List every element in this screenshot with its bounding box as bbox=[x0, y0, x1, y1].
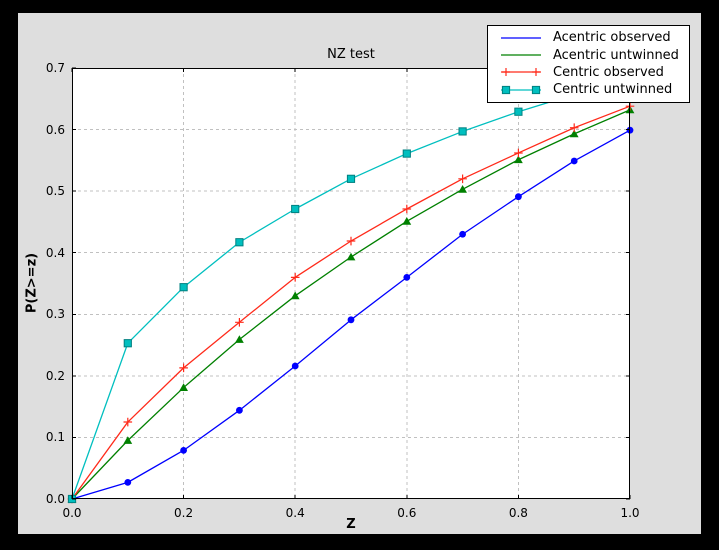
x-axis-label: Z bbox=[346, 517, 356, 532]
y-tick-label: 0.6 bbox=[45, 122, 65, 137]
x-tick-label: 0.0 bbox=[62, 506, 82, 520]
legend-line-sample bbox=[501, 85, 541, 94]
y-tick-label: 0.1 bbox=[45, 430, 65, 445]
legend-item: Centric observed bbox=[488, 64, 689, 81]
legend-line-sample bbox=[501, 54, 541, 56]
series-centric-observed bbox=[67, 101, 635, 504]
legend: Acentric observed Acentric untwinned Centr… bbox=[487, 25, 690, 103]
legend-line-sample bbox=[501, 68, 541, 77]
y-tick-label: 0.4 bbox=[45, 245, 65, 260]
axes-spines bbox=[71, 67, 631, 500]
series-acentric-observed bbox=[68, 126, 634, 503]
y-tick-label: 0.5 bbox=[45, 184, 65, 199]
x-tick-label: 0.8 bbox=[508, 506, 528, 520]
x-tick-label: 1.0 bbox=[620, 506, 640, 520]
legend-label: Acentric observed bbox=[553, 30, 671, 46]
tick-marks bbox=[71, 67, 631, 500]
legend-label: Acentric untwinned bbox=[553, 47, 679, 63]
plot-area bbox=[67, 67, 635, 504]
y-axis-label: P(Z>=z) bbox=[24, 252, 40, 314]
legend-item: Centric untwinned bbox=[488, 81, 689, 98]
y-tick-label: 0.0 bbox=[45, 492, 65, 506]
legend-item: Acentric untwinned bbox=[488, 46, 689, 63]
y-tick-label: 0.2 bbox=[45, 368, 65, 383]
gridlines bbox=[72, 68, 630, 499]
chart-title: NZ test bbox=[327, 47, 375, 62]
x-tick-label: 0.6 bbox=[397, 506, 417, 520]
legend-label: Centric untwinned bbox=[553, 82, 673, 98]
legend-label: Centric observed bbox=[553, 64, 664, 80]
x-tick-label: 0.2 bbox=[174, 506, 194, 520]
series-acentric-untwinned bbox=[67, 105, 635, 503]
legend-line-sample bbox=[501, 37, 541, 39]
y-tick-label: 0.7 bbox=[45, 61, 65, 75]
x-tick-label: 0.4 bbox=[285, 506, 305, 520]
figure-canvas: NZ test P(Z>=z) Z 0.0 0.2 0.4 0.6 0.8 1.0 0.0… bbox=[18, 13, 701, 534]
legend-item: Acentric observed bbox=[488, 29, 689, 46]
y-tick-label: 0.3 bbox=[45, 307, 65, 322]
